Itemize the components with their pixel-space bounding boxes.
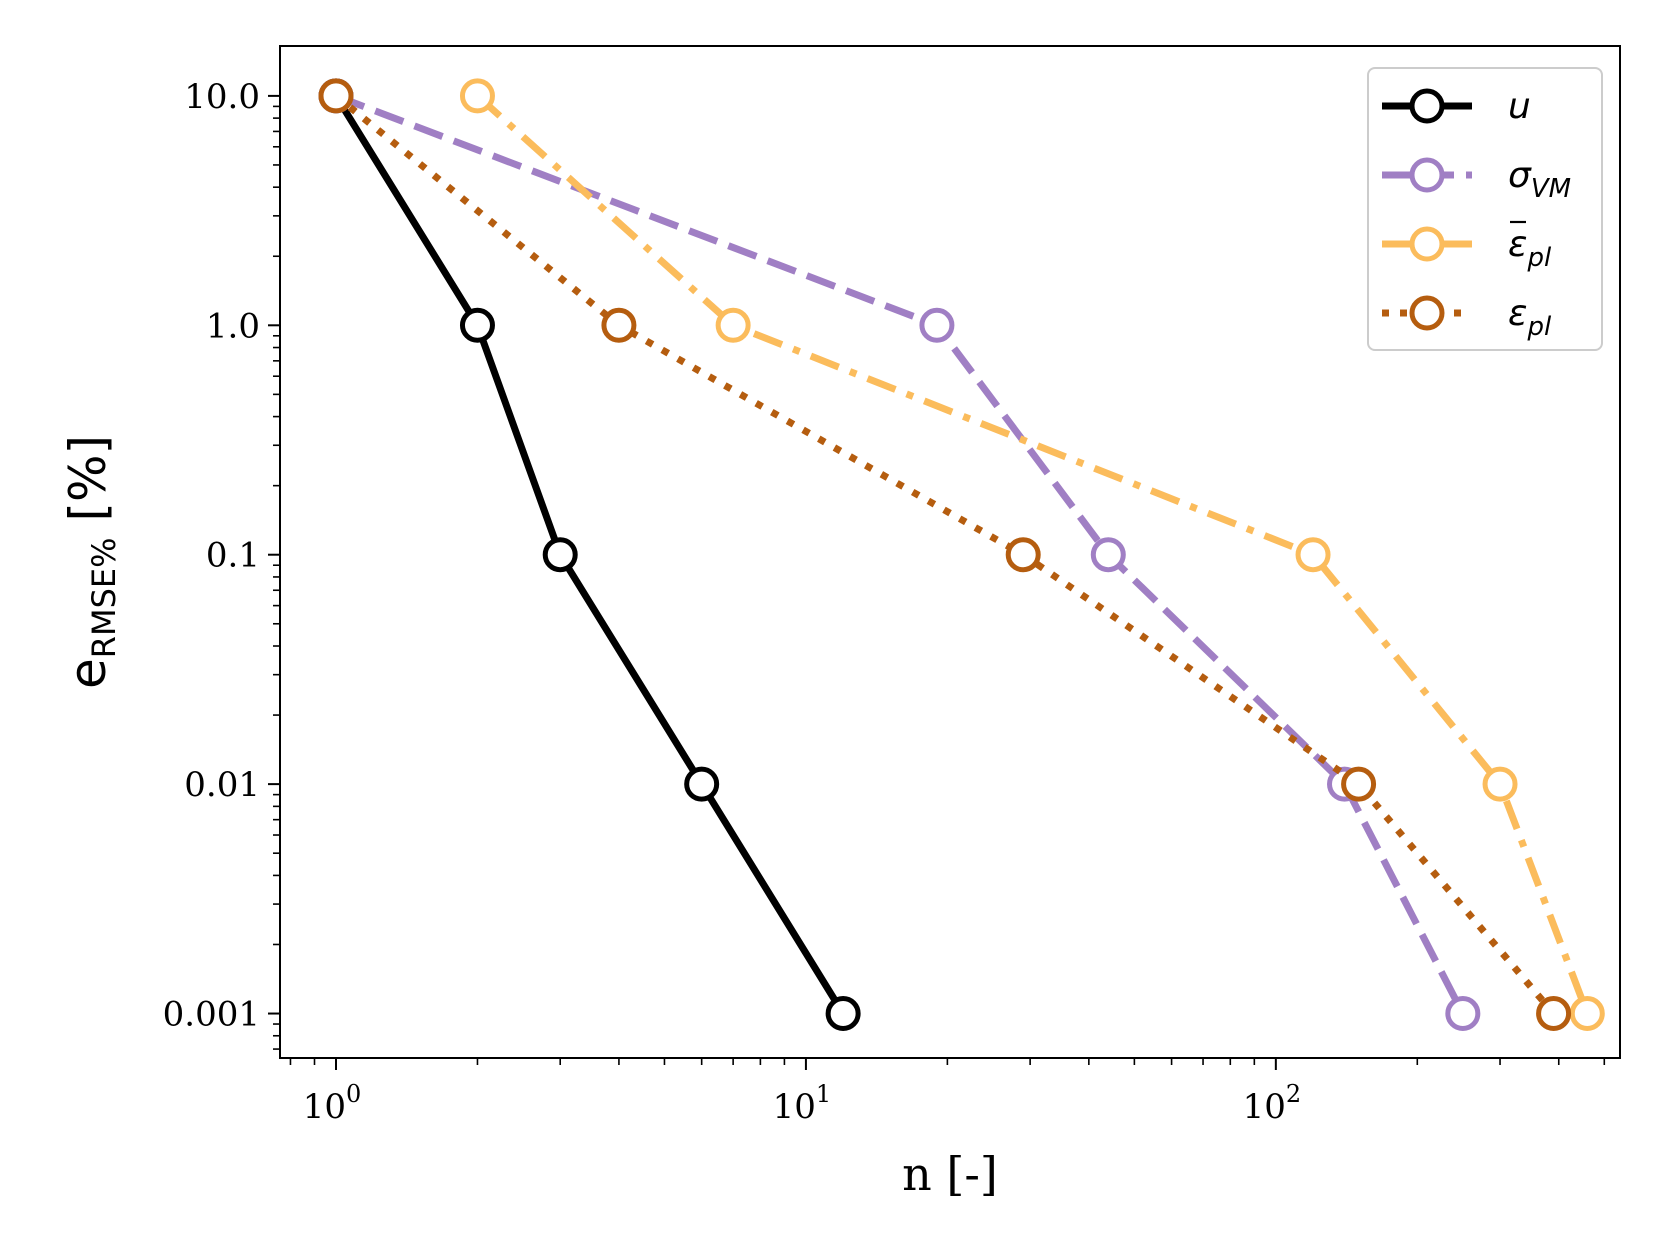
series-layer (318, 78, 1605, 1032)
legend-subscript: pl (1526, 243, 1552, 273)
y-tick-label: 10.0 (184, 77, 260, 117)
series-2 (459, 78, 1605, 1032)
data-point (825, 996, 861, 1032)
data-point (1445, 996, 1481, 1032)
y-tick-label: 0.01 (184, 765, 260, 805)
legend-box (1367, 67, 1603, 351)
legend-label: σVM (1508, 155, 1571, 204)
legend-item-1: σVM (1382, 155, 1571, 204)
data-point (601, 307, 637, 343)
x-axis-label: n [-] (902, 1147, 998, 1201)
y-tick-label: 1.0 (206, 306, 260, 346)
y-tick-label: 0.1 (206, 536, 260, 576)
data-point (1005, 537, 1041, 573)
legend-marker (1409, 157, 1445, 193)
data-point (1295, 537, 1331, 573)
x-tick-exponent: 0 (346, 1080, 361, 1108)
y-axis-label-text: eRMSE% [%] (59, 435, 123, 689)
data-point (542, 537, 578, 573)
x-tick-exponent: 1 (816, 1080, 831, 1108)
data-point (1536, 996, 1572, 1032)
series-line (333, 94, 847, 1016)
legend-label: u (1508, 86, 1531, 127)
y-axis-label: eRMSE% [%] (59, 435, 123, 689)
legend-marker (1409, 88, 1445, 124)
x-tick-exponent: 2 (1286, 1080, 1301, 1108)
x-tick-base: 10 (303, 1087, 346, 1127)
minor-ticks (273, 105, 1606, 1065)
legend-label: εpl (1508, 224, 1552, 273)
data-point (318, 78, 354, 114)
data-point (1569, 996, 1605, 1032)
y-label-unit: [%] (59, 435, 117, 537)
legend-item-3: εpl (1382, 293, 1552, 342)
legend-item-0: u (1382, 86, 1531, 127)
major-ticks (268, 94, 1277, 1070)
y-label-subscript: RMSE% (85, 537, 123, 658)
legend-item-2: εpl (1382, 220, 1552, 273)
legend-symbol: σ (1508, 155, 1532, 196)
legend-marker (1409, 226, 1445, 262)
y-label-symbol: e (59, 658, 117, 689)
y-tick-label: 0.001 (163, 995, 260, 1035)
data-point (459, 307, 495, 343)
data-point (1341, 766, 1377, 802)
plot-frame (279, 45, 1621, 1059)
legend-marker (1409, 295, 1445, 331)
data-point (684, 766, 720, 802)
x-tick-label: 101 (773, 1080, 832, 1127)
x-tick-base: 10 (773, 1087, 816, 1127)
data-point (459, 78, 495, 114)
data-point (919, 307, 955, 343)
x-tick-label: 100 (303, 1080, 362, 1127)
legend-subscript: pl (1526, 312, 1552, 342)
series-line (475, 93, 1591, 1015)
data-point (1482, 766, 1518, 802)
x-tick-base: 10 (1243, 1087, 1286, 1127)
legend-symbol: ε (1508, 224, 1527, 265)
legend-label: εpl (1508, 293, 1552, 342)
data-point (1090, 537, 1126, 573)
legend-symbol: ε (1508, 293, 1527, 334)
legend-symbol: u (1508, 86, 1531, 127)
x-tick-label: 102 (1243, 1080, 1302, 1127)
data-point (715, 307, 751, 343)
series-0 (318, 78, 861, 1032)
series-3 (318, 78, 1572, 1032)
legend-subscript: VM (1531, 174, 1571, 204)
